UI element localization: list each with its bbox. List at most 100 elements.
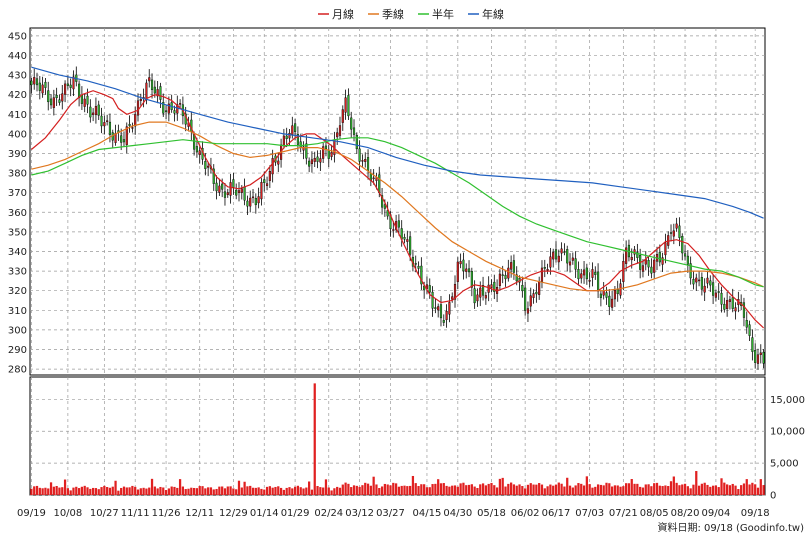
ma-line (31, 90, 765, 329)
volume-bar (288, 487, 291, 495)
volume-bar (588, 484, 591, 495)
volume-bar (122, 486, 126, 495)
candle-body (308, 160, 311, 167)
candle-body (366, 157, 370, 172)
y-tick-label: 330 (8, 267, 27, 278)
candle-body (336, 132, 339, 138)
y-tick-label: 340 (8, 247, 27, 258)
candle-body (423, 285, 426, 291)
candle-body (179, 103, 182, 105)
volume-bar (639, 486, 642, 495)
volume-bar (571, 487, 574, 495)
volume-bar (336, 486, 339, 495)
volume-bar (134, 486, 137, 495)
x-tick-label: 08/05 (640, 508, 669, 519)
volume-bar (117, 490, 120, 495)
ma-line (31, 121, 764, 292)
volume-bar (366, 483, 370, 495)
volume-bar (394, 483, 398, 495)
y-tick-label: 450 (8, 31, 27, 42)
volume-bar (229, 486, 232, 495)
candle-body (582, 269, 586, 276)
volume-bar (748, 484, 751, 495)
volume-bar (664, 485, 667, 495)
candle-body (249, 197, 252, 207)
volume-bar (420, 484, 423, 495)
candle-body (358, 148, 361, 162)
volume-bar (481, 483, 485, 495)
candle-body (742, 302, 746, 318)
volume-bar (756, 487, 760, 495)
volume-bar (566, 477, 569, 495)
volume-bar (139, 488, 142, 495)
volume-bar (414, 483, 417, 495)
volume-bar (529, 483, 532, 495)
volume-bar (582, 485, 586, 495)
candle-body (204, 161, 207, 169)
volume-bar (574, 485, 577, 495)
candle-body (207, 165, 210, 168)
volume-bar (459, 483, 462, 495)
candle-body (588, 280, 591, 282)
volume-bar (263, 489, 266, 495)
candle-body (344, 97, 347, 113)
volume-bar (723, 482, 726, 495)
ma-line (31, 137, 764, 288)
candle-body (731, 297, 734, 309)
volume-bar (131, 485, 134, 495)
volume-bar (94, 488, 98, 495)
candle-body (305, 143, 308, 159)
x-tick-label: 03/12 (345, 508, 374, 519)
candle-body (462, 259, 465, 272)
volume-bar (83, 485, 86, 495)
candle-body (686, 255, 689, 265)
candle-body (66, 83, 69, 86)
volume-bar (695, 471, 698, 495)
volume-bar (650, 486, 653, 495)
volume-bar (737, 489, 740, 495)
legend-label: 月線 (332, 7, 354, 21)
candle-body (467, 268, 471, 273)
volume-bar (221, 486, 224, 495)
volume-bar (504, 486, 507, 495)
candle-body (55, 95, 58, 99)
volume-bar (577, 483, 580, 495)
candle-body (577, 269, 580, 280)
x-tick-label: 06/17 (542, 508, 571, 519)
candle-body (397, 220, 400, 228)
candle-body (535, 291, 538, 295)
volume-bar (322, 487, 325, 495)
volume-bar (35, 485, 39, 495)
volume-bar (560, 483, 563, 495)
candle-body (473, 288, 476, 304)
candle-body (153, 86, 156, 94)
volume-bar (487, 483, 490, 495)
volume-bar (431, 484, 434, 495)
volume-bar (293, 486, 297, 495)
volume-bar (209, 487, 213, 495)
volume-bar (347, 483, 350, 495)
y-tick-label: 430 (8, 71, 27, 82)
candle-body (100, 115, 103, 127)
candle-body (580, 273, 583, 279)
candle-body (476, 294, 479, 302)
candle-body (381, 195, 384, 208)
volume-bar (731, 483, 734, 495)
volume-bar (296, 485, 300, 495)
volume-bar (350, 487, 353, 495)
volume-bar (630, 479, 633, 495)
volume-bar (184, 489, 187, 495)
y-tick-label: 320 (8, 286, 27, 297)
candle-body (451, 296, 454, 300)
volume-bar (439, 483, 443, 495)
candle-body (347, 95, 350, 117)
volume-bar (355, 485, 358, 495)
volume-bar (380, 486, 384, 495)
volume-bar (602, 485, 605, 495)
candle-body (294, 123, 297, 132)
volume-bar (44, 487, 47, 495)
volume-bar (641, 487, 645, 495)
candle-body (41, 84, 44, 94)
candle-body (560, 248, 563, 254)
candle-body (751, 337, 754, 352)
